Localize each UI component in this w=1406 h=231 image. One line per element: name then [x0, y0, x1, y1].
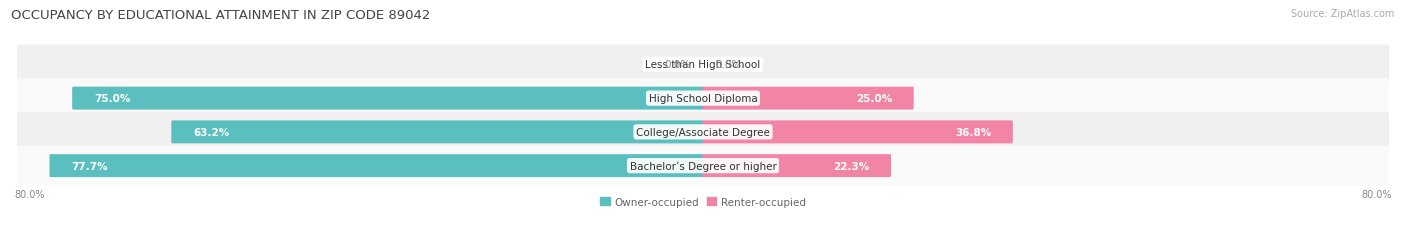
FancyBboxPatch shape	[703, 121, 1012, 144]
Text: 80.0%: 80.0%	[14, 189, 45, 199]
Text: College/Associate Degree: College/Associate Degree	[636, 127, 770, 137]
FancyBboxPatch shape	[703, 87, 914, 110]
Text: Source: ZipAtlas.com: Source: ZipAtlas.com	[1291, 9, 1395, 19]
Text: OCCUPANCY BY EDUCATIONAL ATTAINMENT IN ZIP CODE 89042: OCCUPANCY BY EDUCATIONAL ATTAINMENT IN Z…	[11, 9, 430, 22]
Legend: Owner-occupied, Renter-occupied: Owner-occupied, Renter-occupied	[596, 193, 810, 211]
Text: 75.0%: 75.0%	[94, 94, 131, 104]
FancyBboxPatch shape	[17, 45, 1389, 85]
Text: 63.2%: 63.2%	[193, 127, 229, 137]
Text: 0.0%: 0.0%	[664, 60, 690, 70]
Text: 80.0%: 80.0%	[1361, 189, 1392, 199]
FancyBboxPatch shape	[17, 112, 1389, 152]
FancyBboxPatch shape	[17, 146, 1389, 186]
Text: Bachelor’s Degree or higher: Bachelor’s Degree or higher	[630, 161, 776, 171]
Text: 0.0%: 0.0%	[716, 60, 742, 70]
FancyBboxPatch shape	[17, 79, 1389, 119]
Text: 25.0%: 25.0%	[856, 94, 891, 104]
Text: High School Diploma: High School Diploma	[648, 94, 758, 104]
FancyBboxPatch shape	[72, 87, 703, 110]
Text: Less than High School: Less than High School	[645, 60, 761, 70]
FancyBboxPatch shape	[172, 121, 703, 144]
Text: 77.7%: 77.7%	[72, 161, 108, 171]
FancyBboxPatch shape	[49, 155, 703, 177]
FancyBboxPatch shape	[703, 155, 891, 177]
Text: 22.3%: 22.3%	[834, 161, 869, 171]
Text: 36.8%: 36.8%	[955, 127, 991, 137]
